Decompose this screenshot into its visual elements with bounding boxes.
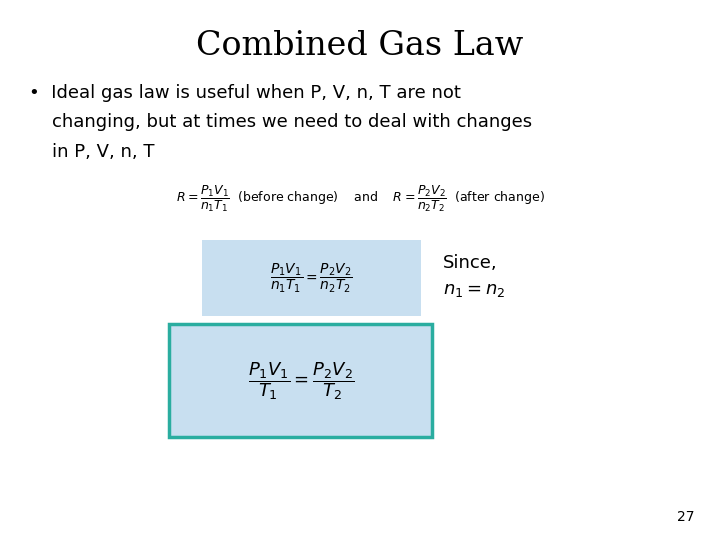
Text: $\dfrac{P_1V_1}{n_1T_1} = \dfrac{P_2V_2}{n_2T_2}$: $\dfrac{P_1V_1}{n_1T_1} = \dfrac{P_2V_2}… — [270, 261, 354, 295]
FancyBboxPatch shape — [169, 324, 432, 437]
Text: 27: 27 — [678, 510, 695, 524]
Text: in P, V, n, T: in P, V, n, T — [29, 143, 154, 161]
Text: changing, but at times we need to deal with changes: changing, but at times we need to deal w… — [29, 113, 532, 131]
Text: Combined Gas Law: Combined Gas Law — [197, 30, 523, 62]
Text: Since,: Since, — [443, 254, 498, 272]
Text: $n_1 = n_2$: $n_1 = n_2$ — [443, 281, 505, 299]
Text: $\dfrac{P_1V_1}{T_1} = \dfrac{P_2V_2}{T_2}$: $\dfrac{P_1V_1}{T_1} = \dfrac{P_2V_2}{T_… — [248, 360, 354, 402]
Text: $R = \dfrac{P_1V_1}{n_1T_1}$  (before change)    and    $R = \dfrac{P_2V_2}{n_2T: $R = \dfrac{P_1V_1}{n_1T_1}$ (before cha… — [176, 184, 544, 214]
FancyBboxPatch shape — [202, 240, 421, 316]
Text: •  Ideal gas law is useful when P, V, n, T are not: • Ideal gas law is useful when P, V, n, … — [29, 84, 461, 102]
